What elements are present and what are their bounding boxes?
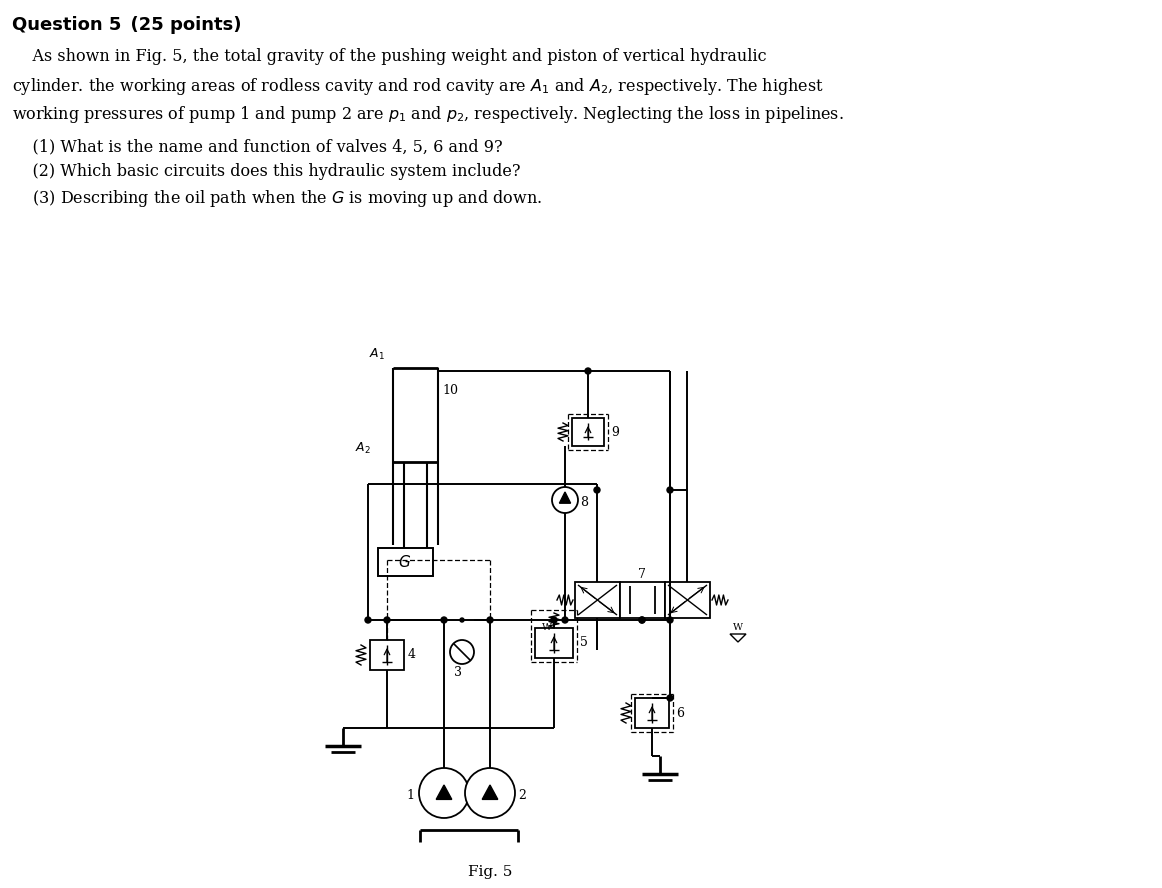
Text: 4: 4 bbox=[408, 648, 416, 662]
Circle shape bbox=[365, 617, 371, 623]
Circle shape bbox=[639, 617, 645, 623]
Circle shape bbox=[667, 695, 673, 701]
Text: 2: 2 bbox=[518, 789, 526, 802]
Text: 9: 9 bbox=[611, 425, 619, 439]
Bar bbox=[572, 418, 604, 446]
Circle shape bbox=[419, 768, 469, 818]
Circle shape bbox=[667, 617, 673, 623]
Text: cylinder. the working areas of rodless cavity and rod cavity are $A_1$ and $A_2$: cylinder. the working areas of rodless c… bbox=[12, 76, 824, 97]
Text: working pressures of pump 1 and pump 2 are $p_1$ and $p_2$, respectively. Neglec: working pressures of pump 1 and pump 2 a… bbox=[12, 104, 844, 125]
Polygon shape bbox=[482, 785, 497, 799]
Text: 8: 8 bbox=[580, 496, 588, 509]
Text: W: W bbox=[541, 623, 552, 632]
Circle shape bbox=[562, 617, 568, 623]
Text: $A_2$: $A_2$ bbox=[356, 440, 371, 456]
Polygon shape bbox=[559, 492, 571, 503]
Circle shape bbox=[460, 618, 464, 622]
Circle shape bbox=[594, 487, 600, 493]
Text: 10: 10 bbox=[442, 384, 458, 397]
Circle shape bbox=[442, 617, 447, 623]
Text: $G$: $G$ bbox=[399, 554, 411, 570]
Bar bbox=[634, 698, 669, 728]
Text: Fig. 5: Fig. 5 bbox=[468, 865, 512, 879]
Text: As shown in Fig. 5, the total gravity of the pushing weight and piston of vertic: As shown in Fig. 5, the total gravity of… bbox=[12, 48, 767, 65]
Text: (2) Which basic circuits does this hydraulic system include?: (2) Which basic circuits does this hydra… bbox=[12, 163, 521, 180]
Circle shape bbox=[667, 487, 673, 493]
Circle shape bbox=[639, 617, 645, 623]
Circle shape bbox=[383, 617, 390, 623]
Circle shape bbox=[465, 768, 515, 818]
Circle shape bbox=[584, 368, 591, 374]
Bar bbox=[575, 582, 621, 618]
Text: (25 points): (25 points) bbox=[119, 16, 242, 34]
Bar bbox=[378, 548, 433, 576]
Circle shape bbox=[551, 617, 557, 623]
Text: 6: 6 bbox=[676, 707, 684, 719]
Text: (1) What is the name and function of valves 4, 5, 6 and 9?: (1) What is the name and function of val… bbox=[12, 138, 503, 155]
Bar bbox=[621, 582, 665, 618]
Polygon shape bbox=[436, 785, 452, 799]
Text: (3) Describing the oil path when the $G$ is moving up and down.: (3) Describing the oil path when the $G$… bbox=[12, 188, 543, 209]
Text: 1: 1 bbox=[406, 789, 414, 802]
Bar bbox=[535, 628, 573, 658]
Text: $A_1$: $A_1$ bbox=[370, 346, 385, 361]
Bar bbox=[370, 640, 404, 670]
Text: 3: 3 bbox=[454, 665, 462, 678]
Bar bbox=[665, 582, 710, 618]
Text: W: W bbox=[733, 623, 743, 632]
Text: 7: 7 bbox=[638, 567, 646, 581]
Circle shape bbox=[552, 487, 578, 513]
Circle shape bbox=[450, 640, 474, 664]
Circle shape bbox=[487, 617, 493, 623]
Text: Question 5: Question 5 bbox=[12, 16, 121, 34]
Text: 5: 5 bbox=[580, 637, 588, 649]
